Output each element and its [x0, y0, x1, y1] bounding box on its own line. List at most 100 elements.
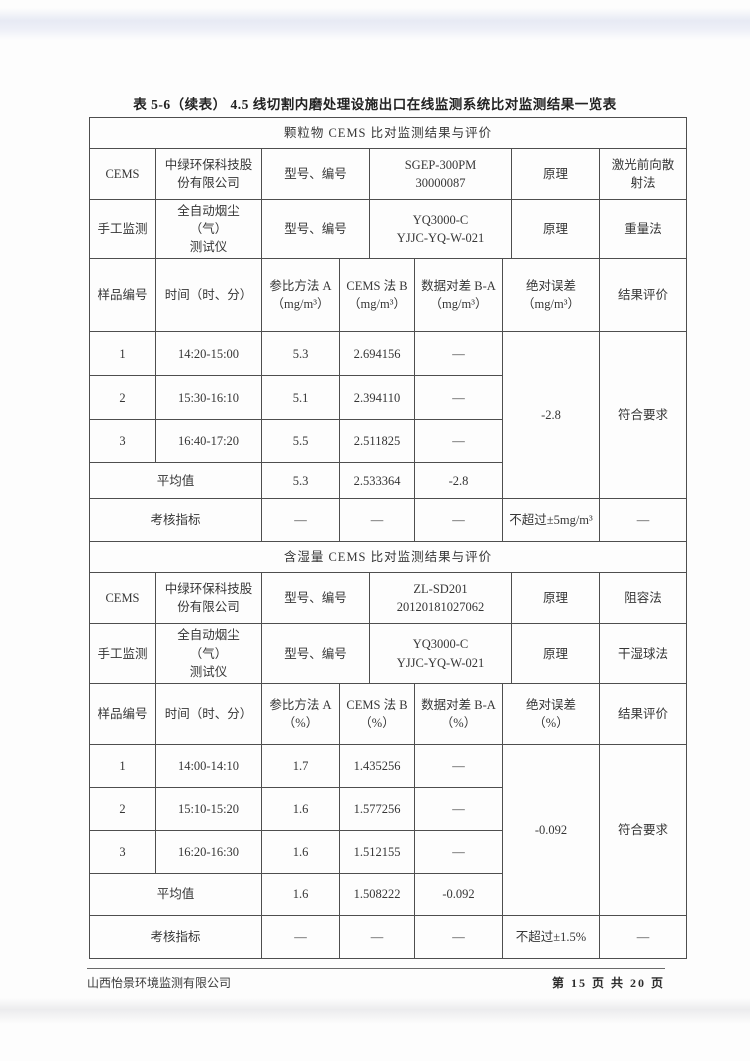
criteria-row: 考核指标 — — — 不超过±5mg/m³ —	[89, 498, 687, 543]
reference-value-cell: 1.7	[261, 743, 340, 788]
result-merged-cell: 符合要求	[599, 331, 687, 500]
principle-label-cell: 原理	[511, 623, 600, 684]
criteria-abs-error-cell: 不超过±1.5%	[502, 914, 600, 959]
average-reference-cell: 5.3	[261, 462, 340, 500]
cems-value-cell: 2.394110	[339, 375, 415, 421]
reference-value-cell: 1.6	[261, 786, 340, 831]
model-value-cell: YQ3000-C YJJC-YQ-W-021	[369, 198, 512, 260]
diff-value-cell: —	[414, 375, 503, 421]
principle-value-cell: 重量法	[599, 198, 687, 260]
cems-value-cell: 2.511825	[339, 419, 415, 464]
col-header-abs-error: 绝对误差 （mg/m³）	[502, 258, 600, 333]
column-header-row: 样品编号 时间（时、分） 参比方法 A （%） CEMS 法 B （%） 数据对…	[89, 682, 687, 745]
footer-page-number: 第 15 页 共 20 页	[551, 976, 665, 990]
sample-id-cell: 3	[89, 419, 156, 464]
col-header-result: 结果评价	[599, 682, 687, 745]
page-footer: 山西怡景环境监测有限公司 第 15 页 共 20 页	[87, 968, 665, 991]
sample-id-cell: 1	[89, 743, 156, 788]
col-header-reference: 参比方法 A （%）	[261, 682, 340, 745]
system-cell: CEMS	[89, 148, 156, 200]
criteria-row: 考核指标 — — — 不超过±1.5% —	[89, 914, 687, 959]
section-title: 颗粒物 CEMS 比对监测结果与评价	[89, 117, 687, 149]
sample-row: 2 15:30-16:10 5.1 2.394110 —	[89, 375, 687, 421]
system-cell: CEMS	[89, 572, 156, 625]
cems-value-cell: 2.694156	[339, 331, 415, 377]
reference-value-cell: 1.6	[261, 829, 340, 874]
equipment-row: CEMS 中绿环保科技股 份有限公司 型号、编号 SGEP-300PM 3000…	[89, 148, 687, 200]
col-header-diff: 数据对差 B-A （%）	[414, 682, 503, 745]
section-title: 含湿量 CEMS 比对监测结果与评价	[89, 541, 687, 574]
abs-error-merged-cell: -2.8	[502, 331, 600, 500]
diff-value-cell: —	[414, 829, 503, 874]
diff-value-cell: —	[414, 786, 503, 831]
time-cell: 16:20-16:30	[155, 829, 262, 874]
col-header-cems: CEMS 法 B （mg/m³）	[339, 258, 415, 333]
average-diff-cell: -2.8	[414, 462, 503, 500]
model-value-cell: YQ3000-C YJJC-YQ-W-021	[369, 623, 512, 684]
principle-value-cell: 干湿球法	[599, 623, 687, 684]
comparison-table: 颗粒物 CEMS 比对监测结果与评价 CEMS 中绿环保科技股 份有限公司 型号…	[89, 117, 687, 959]
criteria-result-cell: —	[599, 914, 687, 959]
reference-value-cell: 5.1	[261, 375, 340, 421]
model-label-cell: 型号、编号	[261, 148, 370, 200]
sample-id-cell: 1	[89, 331, 156, 377]
device-cell: 全自动烟尘（气） 测试仪	[155, 198, 262, 260]
sample-id-cell: 2	[89, 375, 156, 421]
abs-error-merged-cell: -0.092	[502, 743, 600, 916]
average-row: 平均值 1.6 1.508222 -0.092	[89, 872, 687, 916]
diff-value-cell: —	[414, 743, 503, 788]
device-cell: 全自动烟尘（气） 测试仪	[155, 623, 262, 684]
average-diff-cell: -0.092	[414, 872, 503, 916]
cems-value-cell: 1.512155	[339, 829, 415, 874]
system-cell: 手工监测	[89, 623, 156, 684]
criteria-label-cell: 考核指标	[89, 498, 262, 543]
sample-id-cell: 2	[89, 786, 156, 831]
cems-value-cell: 1.435256	[339, 743, 415, 788]
criteria-diff-cell: —	[414, 914, 503, 959]
diff-value-cell: —	[414, 419, 503, 464]
criteria-label-cell: 考核指标	[89, 914, 262, 959]
sample-row: 1 14:00-14:10 1.7 1.435256 — -0.092 符合要求	[89, 743, 687, 916]
column-header-row: 样品编号 时间（时、分） 参比方法 A （mg/m³） CEMS 法 B （mg…	[89, 258, 687, 333]
col-header-sample-id: 样品编号	[89, 682, 156, 745]
col-header-reference: 参比方法 A （mg/m³）	[261, 258, 340, 333]
col-header-cems: CEMS 法 B （%）	[339, 682, 415, 745]
criteria-reference-cell: —	[261, 914, 340, 959]
principle-value-cell: 激光前向散 射法	[599, 148, 687, 200]
device-cell: 中绿环保科技股 份有限公司	[155, 572, 262, 625]
principle-label-cell: 原理	[511, 572, 600, 625]
average-label-cell: 平均值	[89, 872, 262, 916]
average-row: 平均值 5.3 2.533364 -2.8	[89, 462, 687, 500]
average-label-cell: 平均值	[89, 462, 262, 500]
model-label-cell: 型号、编号	[261, 623, 370, 684]
sample-row: 1 14:20-15:00 5.3 2.694156 — -2.8 符合要求	[89, 331, 687, 500]
scan-artifact-top	[0, 8, 750, 40]
average-cems-cell: 2.533364	[339, 462, 415, 500]
reference-value-cell: 5.3	[261, 331, 340, 377]
time-cell: 14:20-15:00	[155, 331, 262, 377]
col-header-result: 结果评价	[599, 258, 687, 333]
sample-row: 3 16:40-17:20 5.5 2.511825 —	[89, 419, 687, 464]
average-cems-cell: 1.508222	[339, 872, 415, 916]
reference-value-cell: 5.5	[261, 419, 340, 464]
footer-company: 山西怡景环境监测有限公司	[87, 976, 232, 990]
average-reference-cell: 1.6	[261, 872, 340, 916]
criteria-reference-cell: —	[261, 498, 340, 543]
criteria-diff-cell: —	[414, 498, 503, 543]
page-title: 表 5-6（续表） 4.5 线切割内磨处理设施出口在线监测系统比对监测结果一览表	[133, 97, 617, 112]
col-header-time: 时间（时、分）	[155, 682, 262, 745]
col-header-abs-error: 绝对误差 （%）	[502, 682, 600, 745]
device-cell: 中绿环保科技股 份有限公司	[155, 148, 262, 200]
section-title-row: 含湿量 CEMS 比对监测结果与评价	[89, 541, 687, 574]
principle-label-cell: 原理	[511, 148, 600, 200]
criteria-abs-error-cell: 不超过±5mg/m³	[502, 498, 600, 543]
time-cell: 15:10-15:20	[155, 786, 262, 831]
model-label-cell: 型号、编号	[261, 198, 370, 260]
equipment-row: 手工监测 全自动烟尘（气） 测试仪 型号、编号 YQ3000-C YJJC-YQ…	[89, 198, 687, 260]
sample-row: 2 15:10-15:20 1.6 1.577256 —	[89, 786, 687, 831]
equipment-row: 手工监测 全自动烟尘（气） 测试仪 型号、编号 YQ3000-C YJJC-YQ…	[89, 623, 687, 684]
system-cell: 手工监测	[89, 198, 156, 260]
sample-id-cell: 3	[89, 829, 156, 874]
criteria-cems-cell: —	[339, 914, 415, 959]
time-cell: 16:40-17:20	[155, 419, 262, 464]
